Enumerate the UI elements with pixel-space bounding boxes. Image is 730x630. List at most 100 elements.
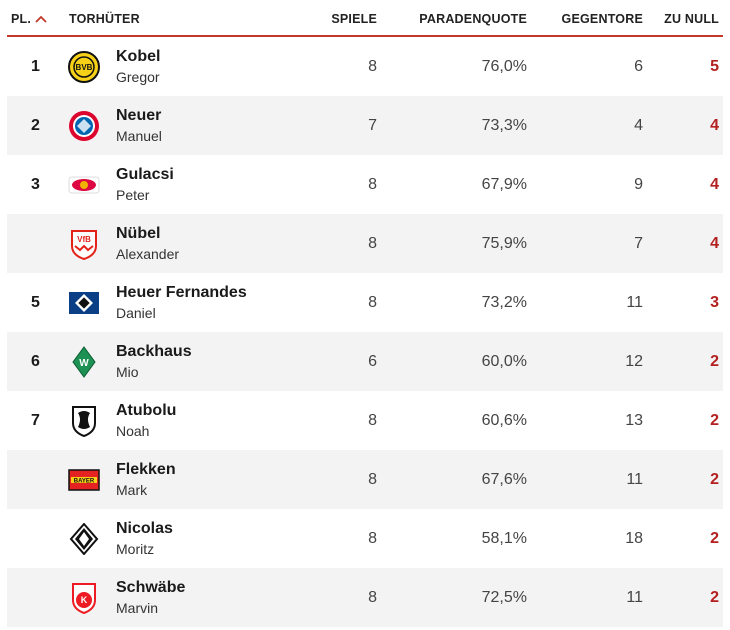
table-body: 1 BVB Kobel Gregor 8 76,0% 6 5 2 Neuer Manuel 7 73,3… <box>7 37 723 627</box>
save-rate-cell: 73,3% <box>481 117 527 134</box>
rank-cell: 3 <box>31 176 40 193</box>
keeper-last-name[interactable]: Nübel <box>116 225 161 242</box>
save-rate-cell: 75,9% <box>481 235 527 252</box>
keeper-last-name[interactable]: Heuer Fernandes <box>116 284 247 301</box>
conceded-cell: 18 <box>625 530 643 547</box>
games-cell: 8 <box>368 176 377 193</box>
table-header: PL. TORHÜTER SPIELE PARADENQUOTE GEGENTO… <box>7 0 723 37</box>
keeper-first-name: Peter <box>116 187 150 203</box>
b04-crest-icon: BAYER <box>68 464 100 496</box>
keeper-last-name[interactable]: Flekken <box>116 461 176 478</box>
save-rate-cell: 72,5% <box>481 589 527 606</box>
keeper-first-name: Marvin <box>116 600 159 616</box>
hsv-crest-icon <box>68 287 100 319</box>
clean-sheets-cell: 2 <box>710 589 719 606</box>
rank-cell: 6 <box>31 353 40 370</box>
clean-sheets-cell: 2 <box>710 471 719 488</box>
clean-sheets-cell: 2 <box>710 530 719 547</box>
keeper-first-name: Moritz <box>116 541 155 557</box>
keeper-last-name[interactable]: Schwäbe <box>116 579 186 596</box>
save-rate-cell: 67,9% <box>481 176 527 193</box>
conceded-column-header[interactable]: GEGENTORE <box>561 12 643 26</box>
svg-text:W: W <box>79 358 89 369</box>
clean-sheets-column-header[interactable]: ZU NULL <box>664 12 719 26</box>
conceded-cell: 11 <box>626 471 643 488</box>
keeper-last-name[interactable]: Gulacsi <box>116 166 174 183</box>
conceded-cell: 9 <box>634 176 643 193</box>
games-cell: 8 <box>368 235 377 252</box>
games-cell: 8 <box>368 412 377 429</box>
conceded-cell: 7 <box>634 235 643 252</box>
keeper-first-name: Gregor <box>116 69 160 85</box>
clean-sheets-cell: 2 <box>710 353 719 370</box>
games-cell: 8 <box>368 589 377 606</box>
keeper-first-name: Manuel <box>116 128 162 144</box>
table-row[interactable]: Nicolas Moritz 8 58,1% 18 2 <box>7 509 723 568</box>
keeper-last-name[interactable]: Backhaus <box>116 343 192 360</box>
table-row[interactable]: K Schwäbe Marvin 8 72,5% 11 2 <box>7 568 723 627</box>
keeper-column-header[interactable]: TORHÜTER <box>69 12 140 26</box>
conceded-cell: 6 <box>634 58 643 75</box>
bmg-crest-icon <box>68 523 100 555</box>
fcb-crest-icon <box>68 110 100 142</box>
svg-text:K: K <box>81 595 88 605</box>
games-cell: 7 <box>368 117 377 134</box>
keeper-last-name[interactable]: Atubolu <box>116 402 177 419</box>
svw-crest-icon: W <box>68 346 100 378</box>
games-column-header[interactable]: SPIELE <box>331 12 377 26</box>
clean-sheets-cell: 5 <box>710 58 719 75</box>
save-rate-cell: 60,6% <box>481 412 527 429</box>
clean-sheets-cell: 2 <box>710 412 719 429</box>
keeper-first-name: Daniel <box>116 305 156 321</box>
keeper-last-name[interactable]: Neuer <box>116 107 162 124</box>
rank-cell: 5 <box>31 294 40 311</box>
keeper-first-name: Noah <box>116 423 150 439</box>
conceded-cell: 4 <box>634 117 643 134</box>
save-rate-cell: 60,0% <box>481 353 527 370</box>
goalkeeper-table: PL. TORHÜTER SPIELE PARADENQUOTE GEGENTO… <box>7 0 723 627</box>
scf-crest-icon <box>68 405 100 437</box>
games-cell: 8 <box>368 294 377 311</box>
keeper-last-name[interactable]: Nicolas <box>116 520 173 537</box>
clean-sheets-cell: 4 <box>710 176 719 193</box>
sort-ascending-icon[interactable] <box>35 14 47 24</box>
rank-column-header[interactable]: PL. <box>11 12 47 26</box>
keeper-last-name[interactable]: Kobel <box>116 48 161 65</box>
conceded-cell: 13 <box>625 412 643 429</box>
svg-text:BVB: BVB <box>76 63 93 72</box>
clean-sheets-cell: 3 <box>710 294 719 311</box>
koe-crest-icon: K <box>68 582 100 614</box>
table-row[interactable]: 2 Neuer Manuel 7 73,3% 4 4 <box>7 96 723 155</box>
table-row[interactable]: 1 BVB Kobel Gregor 8 76,0% 6 5 <box>7 37 723 96</box>
svg-text:BAYER: BAYER <box>74 479 95 485</box>
save-rate-cell: 58,1% <box>481 530 527 547</box>
vfb-crest-icon: VfB <box>68 228 100 260</box>
rank-cell: 2 <box>31 117 40 134</box>
games-cell: 8 <box>368 471 377 488</box>
conceded-cell: 12 <box>625 353 643 370</box>
save-rate-cell: 67,6% <box>481 471 527 488</box>
table-row[interactable]: 3 Gulacsi Peter 8 67,9% 9 4 <box>7 155 723 214</box>
games-cell: 8 <box>368 530 377 547</box>
save-rate-cell: 76,0% <box>481 58 527 75</box>
rank-header-label: PL. <box>11 12 32 26</box>
conceded-cell: 11 <box>626 294 643 311</box>
bvb-crest-icon: BVB <box>68 51 100 83</box>
rbl-crest-icon <box>68 169 100 201</box>
conceded-cell: 11 <box>626 589 643 606</box>
rank-cell: 7 <box>31 412 40 429</box>
games-cell: 6 <box>368 353 377 370</box>
table-row[interactable]: BAYER Flekken Mark 8 67,6% 11 2 <box>7 450 723 509</box>
clean-sheets-cell: 4 <box>710 117 719 134</box>
games-cell: 8 <box>368 58 377 75</box>
save-rate-column-header[interactable]: PARADENQUOTE <box>419 12 527 26</box>
keeper-first-name: Mio <box>116 364 139 380</box>
svg-text:VfB: VfB <box>77 235 91 244</box>
keeper-first-name: Alexander <box>116 246 180 262</box>
table-row[interactable]: 5 Heuer Fernandes Daniel 8 73,2% 11 3 <box>7 273 723 332</box>
table-row[interactable]: VfB Nübel Alexander 8 75,9% 7 4 <box>7 214 723 273</box>
save-rate-cell: 73,2% <box>481 294 527 311</box>
table-row[interactable]: 7 Atubolu Noah 8 60,6% 13 2 <box>7 391 723 450</box>
table-row[interactable]: 6 W Backhaus Mio 6 60,0% 12 2 <box>7 332 723 391</box>
rank-cell: 1 <box>31 58 40 75</box>
